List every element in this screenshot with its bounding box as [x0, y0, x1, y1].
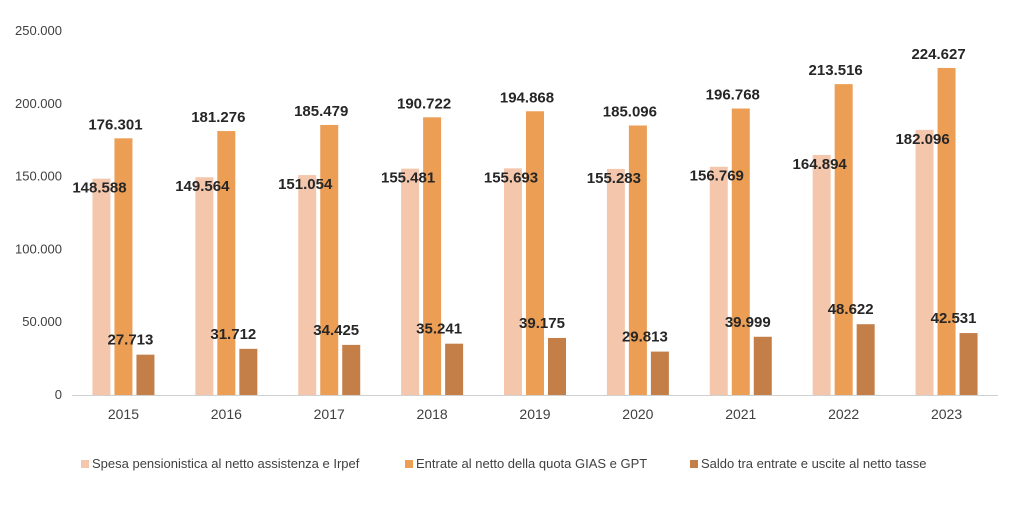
y-tick-label: 150.000 [15, 169, 62, 184]
y-tick-label: 0 [55, 387, 62, 402]
bar-series-3 [650, 351, 669, 395]
bar-series-3 [548, 337, 566, 395]
y-tick-label: 100.000 [15, 241, 62, 256]
bar-series-1 [812, 154, 831, 395]
x-tick-label: 2021 [725, 406, 756, 422]
data-labels: 148.588 176.301 27.713 149.564 181.276 31.712… [72, 46, 976, 349]
legend-label: Entrate al netto della quota GIAS e GPT [416, 456, 647, 471]
data-label-series-3: 48.622 [828, 301, 874, 318]
data-label-series-1: 148.588 [72, 180, 126, 197]
data-label-series-2: 185.096 [603, 104, 657, 121]
y-tick-label: 250.000 [15, 23, 62, 38]
bar-series-1 [606, 168, 625, 395]
data-label-series-3: 42.531 [931, 310, 977, 327]
data-label-series-2: 181.276 [191, 109, 245, 126]
data-label-series-1: 155.481 [381, 170, 435, 187]
data-label-series-3: 35.241 [416, 321, 462, 338]
x-tick-label: 2020 [622, 406, 653, 422]
y-axis: 0 50.000 100.000 150.000 200.000 250.000 [15, 23, 62, 402]
bar-series-1 [298, 175, 317, 395]
data-label-series-3: 34.425 [313, 322, 359, 339]
x-tick-label: 2017 [314, 406, 345, 422]
bar-series-2 [217, 131, 236, 396]
bar-series-3 [239, 348, 258, 395]
data-label-series-2: 176.301 [88, 116, 142, 133]
bar-series-1 [915, 129, 934, 395]
bars [92, 67, 978, 396]
x-tick-label: 2019 [519, 406, 550, 422]
data-label-series-2: 213.516 [809, 62, 863, 79]
bar-series-3 [342, 344, 361, 395]
legend: Spesa pensionistica al netto assistenza … [81, 456, 926, 471]
legend-label: Saldo tra entrate e uscite al netto tass… [701, 456, 926, 471]
data-label-series-1: 155.283 [587, 170, 641, 187]
bar-series-2 [423, 117, 442, 395]
data-label-series-1: 156.769 [690, 168, 744, 185]
legend-swatch [405, 460, 413, 468]
bar-series-1 [709, 166, 728, 395]
y-tick-label: 200.000 [15, 96, 62, 111]
bar-series-3 [753, 336, 772, 395]
data-label-series-3: 31.712 [210, 326, 256, 343]
legend-swatch [81, 460, 89, 468]
data-label-series-2: 190.722 [397, 95, 451, 112]
bar-series-2 [320, 124, 339, 396]
bar-series-3 [445, 343, 464, 395]
legend-swatch [690, 460, 698, 468]
bar-series-3 [136, 354, 155, 395]
bar-series-2 [526, 111, 544, 396]
data-label-series-2: 194.868 [500, 89, 554, 106]
bar-series-2 [114, 138, 133, 396]
bar-series-1 [195, 177, 214, 395]
data-label-series-2: 196.768 [706, 87, 760, 104]
data-label-series-2: 224.627 [911, 46, 965, 63]
x-tick-label: 2015 [108, 406, 139, 422]
data-label-series-3: 39.175 [519, 315, 565, 332]
bar-series-3 [856, 324, 875, 395]
data-label-series-2: 185.479 [294, 103, 348, 120]
x-tick-label: 2022 [828, 406, 859, 422]
x-tick-label: 2016 [211, 406, 242, 422]
bar-series-3 [959, 333, 978, 395]
data-label-series-1: 151.054 [278, 176, 333, 193]
data-label-series-1: 164.894 [793, 156, 848, 173]
data-label-series-1: 182.096 [895, 131, 949, 148]
data-label-series-3: 39.999 [725, 314, 771, 331]
x-axis: 2015 2016 2017 2018 2019 2020 2021 2022 2023 [72, 395, 998, 422]
x-tick-label: 2023 [931, 406, 962, 422]
data-label-series-1: 155.693 [484, 169, 538, 186]
bar-series-2 [628, 125, 647, 396]
bar-series-2 [937, 67, 956, 395]
legend-label: Spesa pensionistica al netto assistenza … [92, 456, 360, 471]
x-tick-label: 2018 [417, 406, 448, 422]
bar-series-1 [504, 168, 522, 395]
data-label-series-3: 29.813 [622, 329, 668, 346]
data-label-series-1: 149.564 [175, 178, 230, 195]
bar-series-2 [834, 84, 853, 396]
bar-series-1 [92, 178, 111, 395]
data-label-series-3: 27.713 [107, 332, 153, 349]
y-tick-label: 50.000 [22, 314, 62, 329]
bar-series-1 [401, 168, 420, 395]
bar-series-2 [731, 108, 750, 395]
